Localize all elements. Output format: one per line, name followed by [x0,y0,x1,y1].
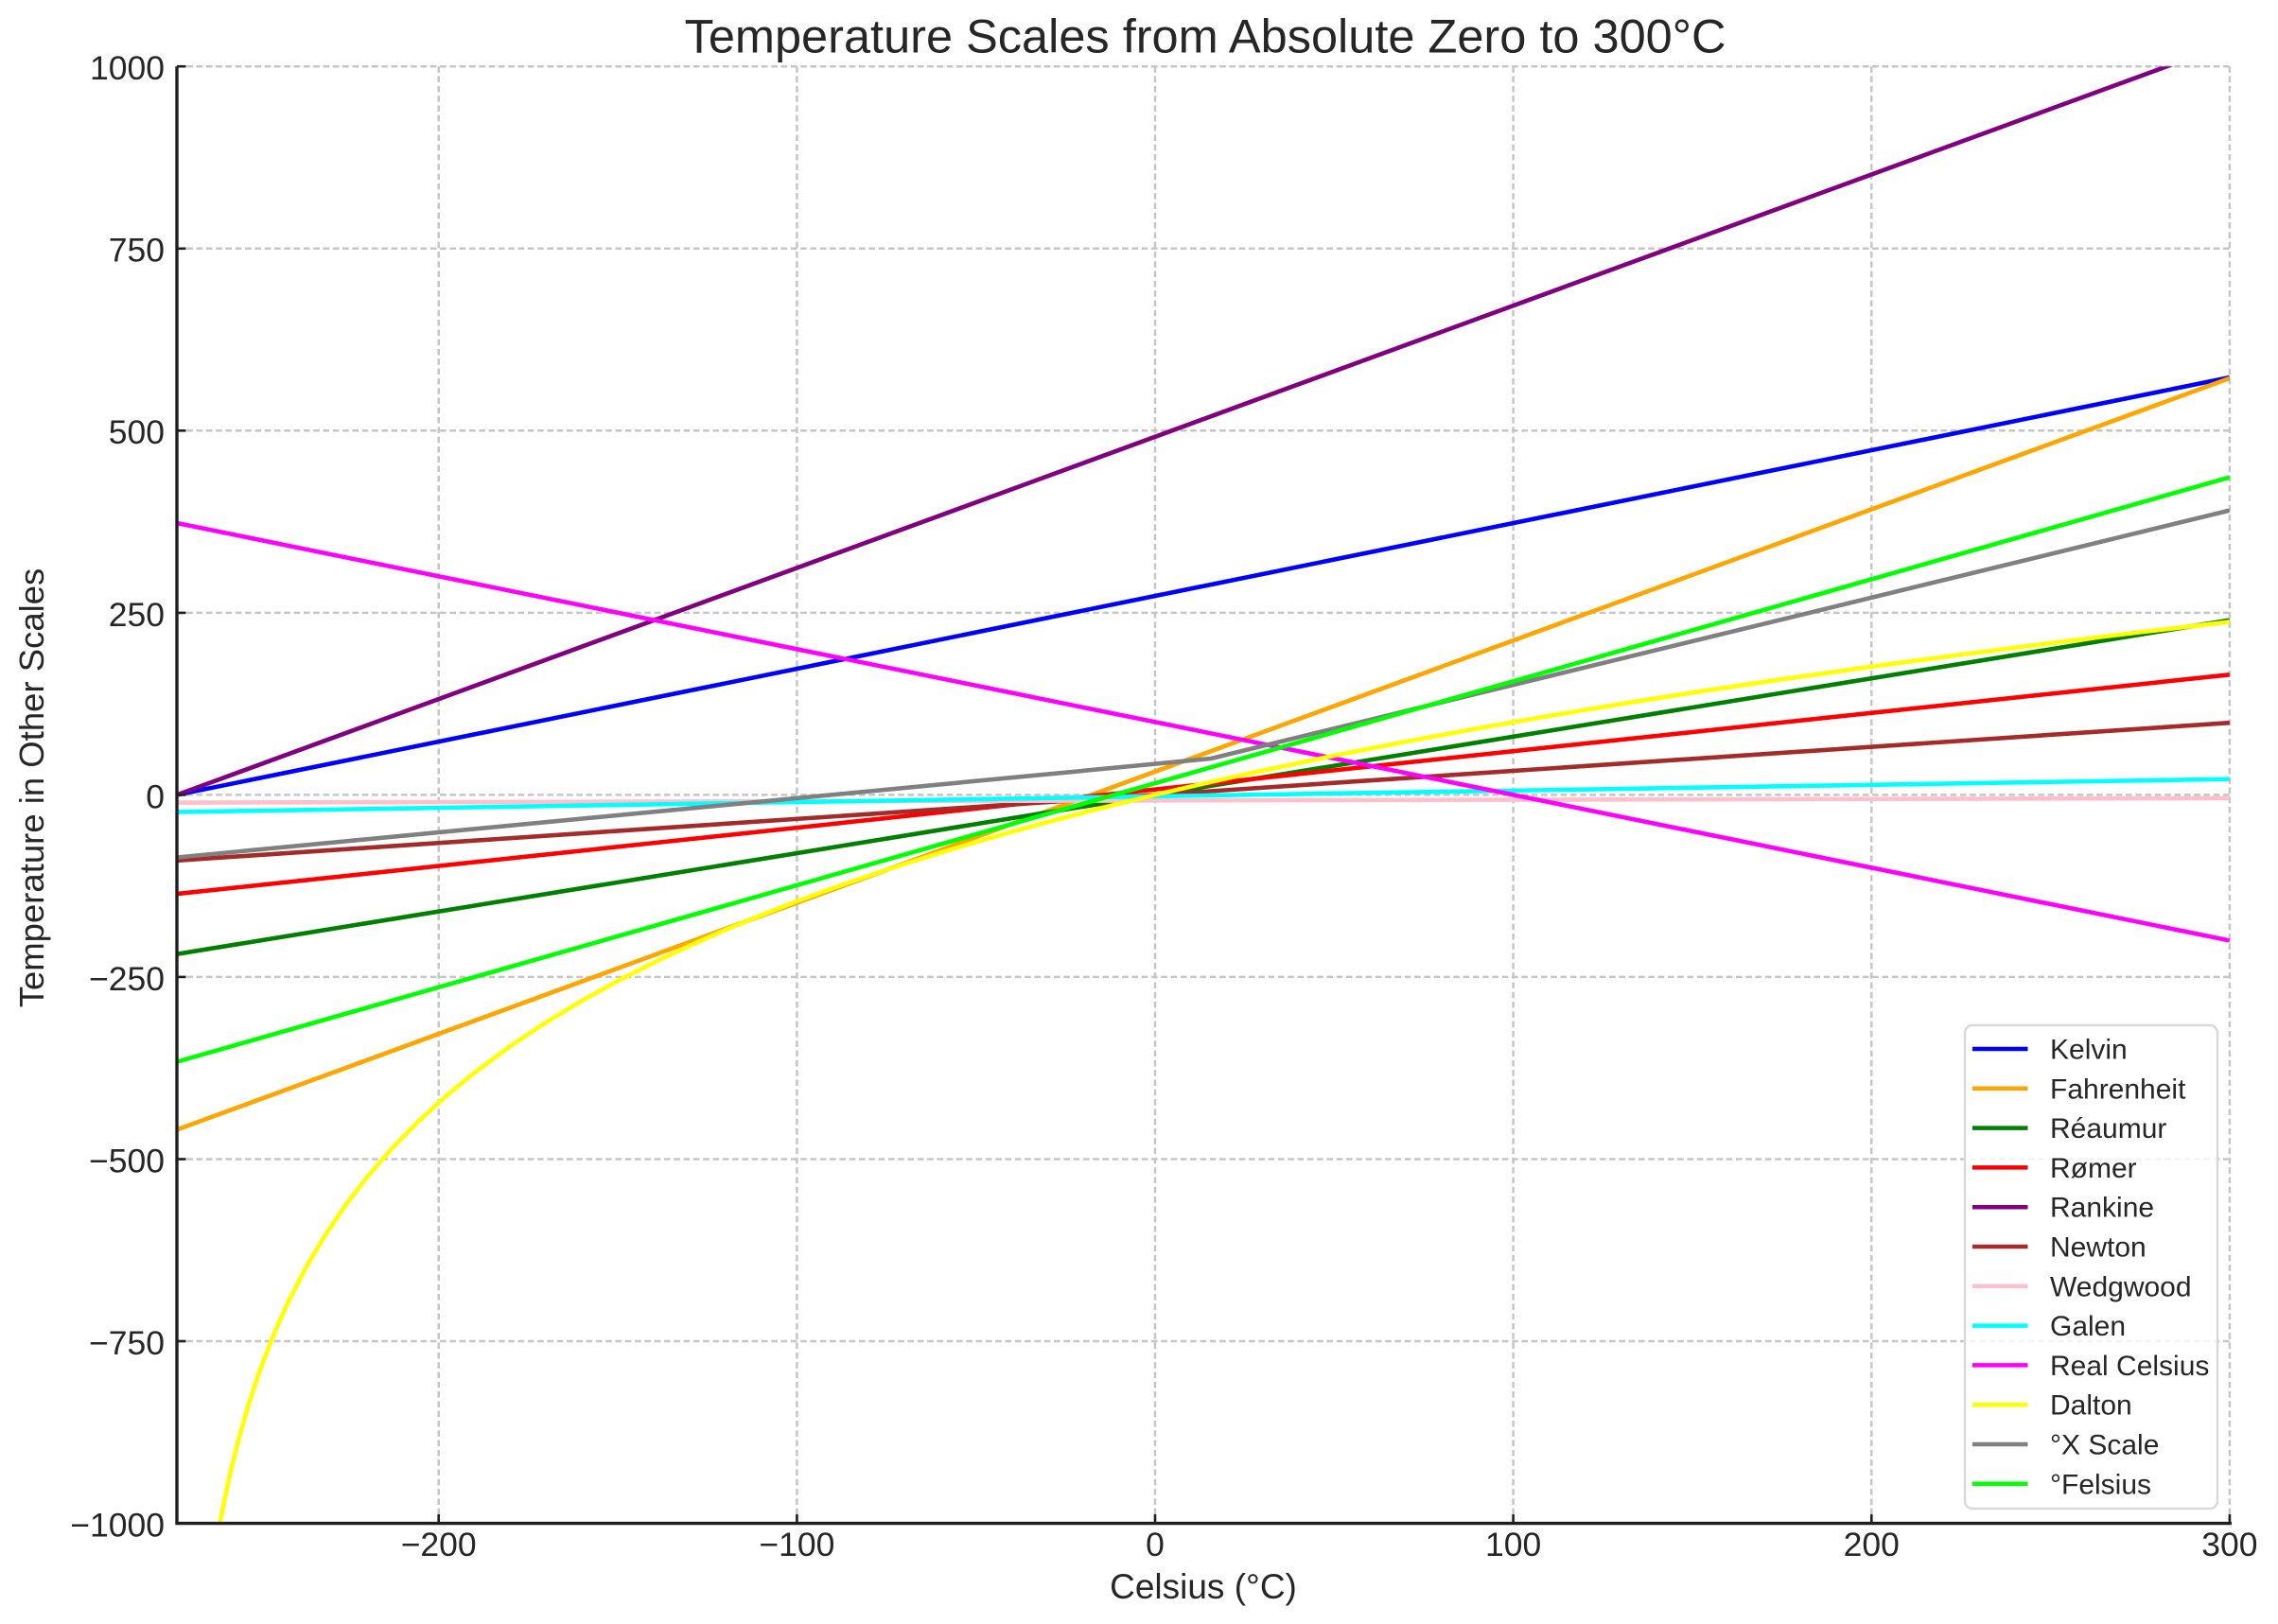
svg-text:Fahrenheit: Fahrenheit [2050,1074,2186,1105]
svg-text:Réaumur: Réaumur [2050,1113,2166,1144]
svg-text:Temperature Scales from Absolu: Temperature Scales from Absolute Zero to… [685,9,1726,63]
svg-text:Temperature in Other Scales: Temperature in Other Scales [12,568,51,1008]
svg-text:°Felsius: °Felsius [2050,1469,2151,1500]
svg-text:Dalton: Dalton [2050,1390,2132,1422]
svg-text:Rankine: Rankine [2050,1193,2154,1224]
svg-text:Rømer: Rømer [2050,1153,2137,1184]
svg-text:Newton: Newton [2050,1232,2147,1264]
svg-text:Celsius (°C): Celsius (°C) [1110,1567,1297,1606]
svg-text:Wedgwood: Wedgwood [2050,1271,2192,1302]
svg-text:750: 750 [109,232,165,270]
svg-text:1000: 1000 [90,49,165,87]
svg-text:Galen: Galen [2050,1311,2126,1342]
svg-text:−200: −200 [401,1526,477,1563]
svg-text:0: 0 [1146,1526,1165,1563]
svg-text:0: 0 [146,777,165,815]
svg-text:Real Celsius: Real Celsius [2050,1351,2209,1382]
svg-text:−750: −750 [89,1324,165,1362]
svg-text:−1000: −1000 [70,1507,165,1545]
svg-text:−500: −500 [89,1142,165,1179]
svg-text:−250: −250 [89,960,165,998]
svg-text:250: 250 [109,596,165,634]
svg-text:500: 500 [109,413,165,451]
svg-text:200: 200 [1844,1526,1900,1563]
svg-text:300: 300 [2201,1526,2257,1563]
svg-text:Kelvin: Kelvin [2050,1035,2128,1066]
svg-text:°X Scale: °X Scale [2050,1430,2159,1461]
svg-text:−100: −100 [759,1526,834,1563]
svg-text:100: 100 [1485,1526,1541,1563]
